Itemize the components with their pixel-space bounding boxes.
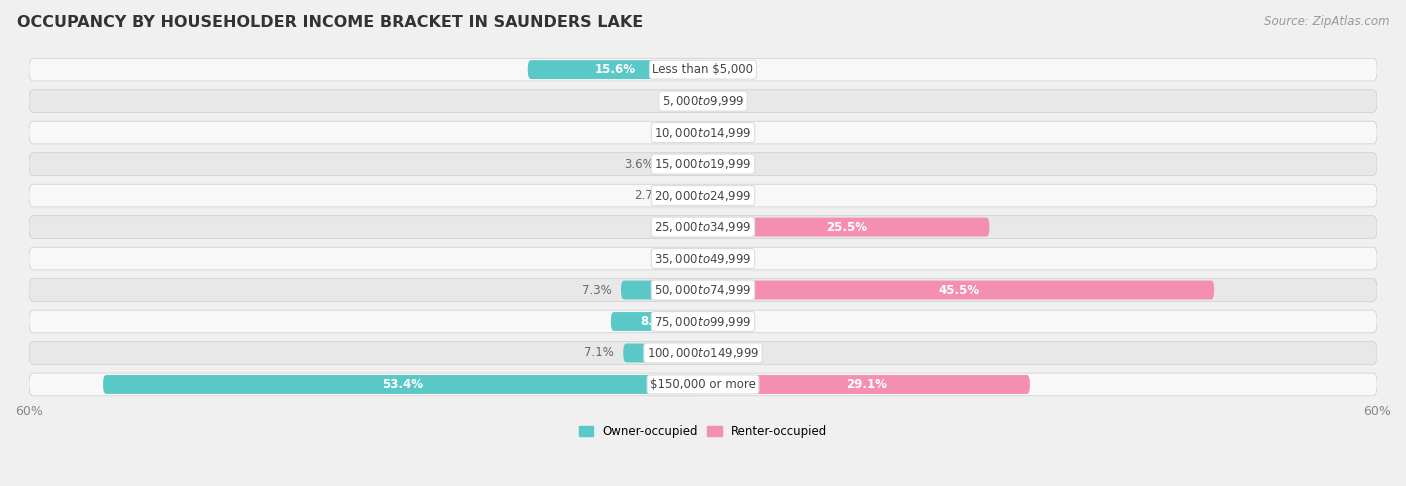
Text: 0.0%: 0.0% xyxy=(711,95,741,107)
Text: 0.0%: 0.0% xyxy=(711,189,741,202)
Text: 7.1%: 7.1% xyxy=(585,347,614,360)
Text: 1.1%: 1.1% xyxy=(652,252,682,265)
Text: 1.1%: 1.1% xyxy=(652,126,682,139)
FancyBboxPatch shape xyxy=(30,90,1376,112)
Text: 0.0%: 0.0% xyxy=(711,347,741,360)
Text: $75,000 to $99,999: $75,000 to $99,999 xyxy=(654,314,752,329)
Text: 25.5%: 25.5% xyxy=(825,221,866,234)
FancyBboxPatch shape xyxy=(30,342,1376,364)
FancyBboxPatch shape xyxy=(621,280,703,299)
FancyBboxPatch shape xyxy=(672,186,703,205)
FancyBboxPatch shape xyxy=(30,58,1376,81)
Text: $15,000 to $19,999: $15,000 to $19,999 xyxy=(654,157,752,171)
Text: $20,000 to $24,999: $20,000 to $24,999 xyxy=(654,189,752,203)
Legend: Owner-occupied, Renter-occupied: Owner-occupied, Renter-occupied xyxy=(574,420,832,443)
Text: 7.3%: 7.3% xyxy=(582,283,612,296)
FancyBboxPatch shape xyxy=(103,375,703,394)
FancyBboxPatch shape xyxy=(30,153,1376,175)
Text: 0.0%: 0.0% xyxy=(665,95,695,107)
FancyBboxPatch shape xyxy=(703,375,1031,394)
Text: Source: ZipAtlas.com: Source: ZipAtlas.com xyxy=(1264,15,1389,28)
Text: 45.5%: 45.5% xyxy=(938,283,979,296)
FancyBboxPatch shape xyxy=(662,155,703,174)
Text: $5,000 to $9,999: $5,000 to $9,999 xyxy=(662,94,744,108)
FancyBboxPatch shape xyxy=(690,249,703,268)
Text: $10,000 to $14,999: $10,000 to $14,999 xyxy=(654,125,752,139)
FancyBboxPatch shape xyxy=(30,310,1376,333)
FancyBboxPatch shape xyxy=(30,122,1376,144)
Text: 8.2%: 8.2% xyxy=(641,315,673,328)
Text: $100,000 to $149,999: $100,000 to $149,999 xyxy=(647,346,759,360)
Text: $35,000 to $49,999: $35,000 to $49,999 xyxy=(654,252,752,265)
FancyBboxPatch shape xyxy=(690,123,703,142)
Text: $25,000 to $34,999: $25,000 to $34,999 xyxy=(654,220,752,234)
FancyBboxPatch shape xyxy=(30,278,1376,301)
FancyBboxPatch shape xyxy=(703,218,990,237)
FancyBboxPatch shape xyxy=(623,344,703,363)
Text: 2.7%: 2.7% xyxy=(634,189,664,202)
Text: OCCUPANCY BY HOUSEHOLDER INCOME BRACKET IN SAUNDERS LAKE: OCCUPANCY BY HOUSEHOLDER INCOME BRACKET … xyxy=(17,15,643,30)
Text: 3.6%: 3.6% xyxy=(624,157,654,171)
FancyBboxPatch shape xyxy=(30,216,1376,238)
Text: 0.0%: 0.0% xyxy=(711,157,741,171)
FancyBboxPatch shape xyxy=(703,280,1215,299)
FancyBboxPatch shape xyxy=(527,60,703,79)
Text: 0.0%: 0.0% xyxy=(711,252,741,265)
Text: 0.0%: 0.0% xyxy=(711,315,741,328)
Text: 15.6%: 15.6% xyxy=(595,63,636,76)
Text: $50,000 to $74,999: $50,000 to $74,999 xyxy=(654,283,752,297)
FancyBboxPatch shape xyxy=(30,373,1376,396)
Text: 53.4%: 53.4% xyxy=(382,378,423,391)
Text: 0.0%: 0.0% xyxy=(711,63,741,76)
FancyBboxPatch shape xyxy=(30,247,1376,270)
Text: 0.0%: 0.0% xyxy=(665,221,695,234)
Text: 29.1%: 29.1% xyxy=(846,378,887,391)
Text: 0.0%: 0.0% xyxy=(711,126,741,139)
Text: Less than $5,000: Less than $5,000 xyxy=(652,63,754,76)
Text: $150,000 or more: $150,000 or more xyxy=(650,378,756,391)
FancyBboxPatch shape xyxy=(610,312,703,331)
FancyBboxPatch shape xyxy=(30,184,1376,207)
